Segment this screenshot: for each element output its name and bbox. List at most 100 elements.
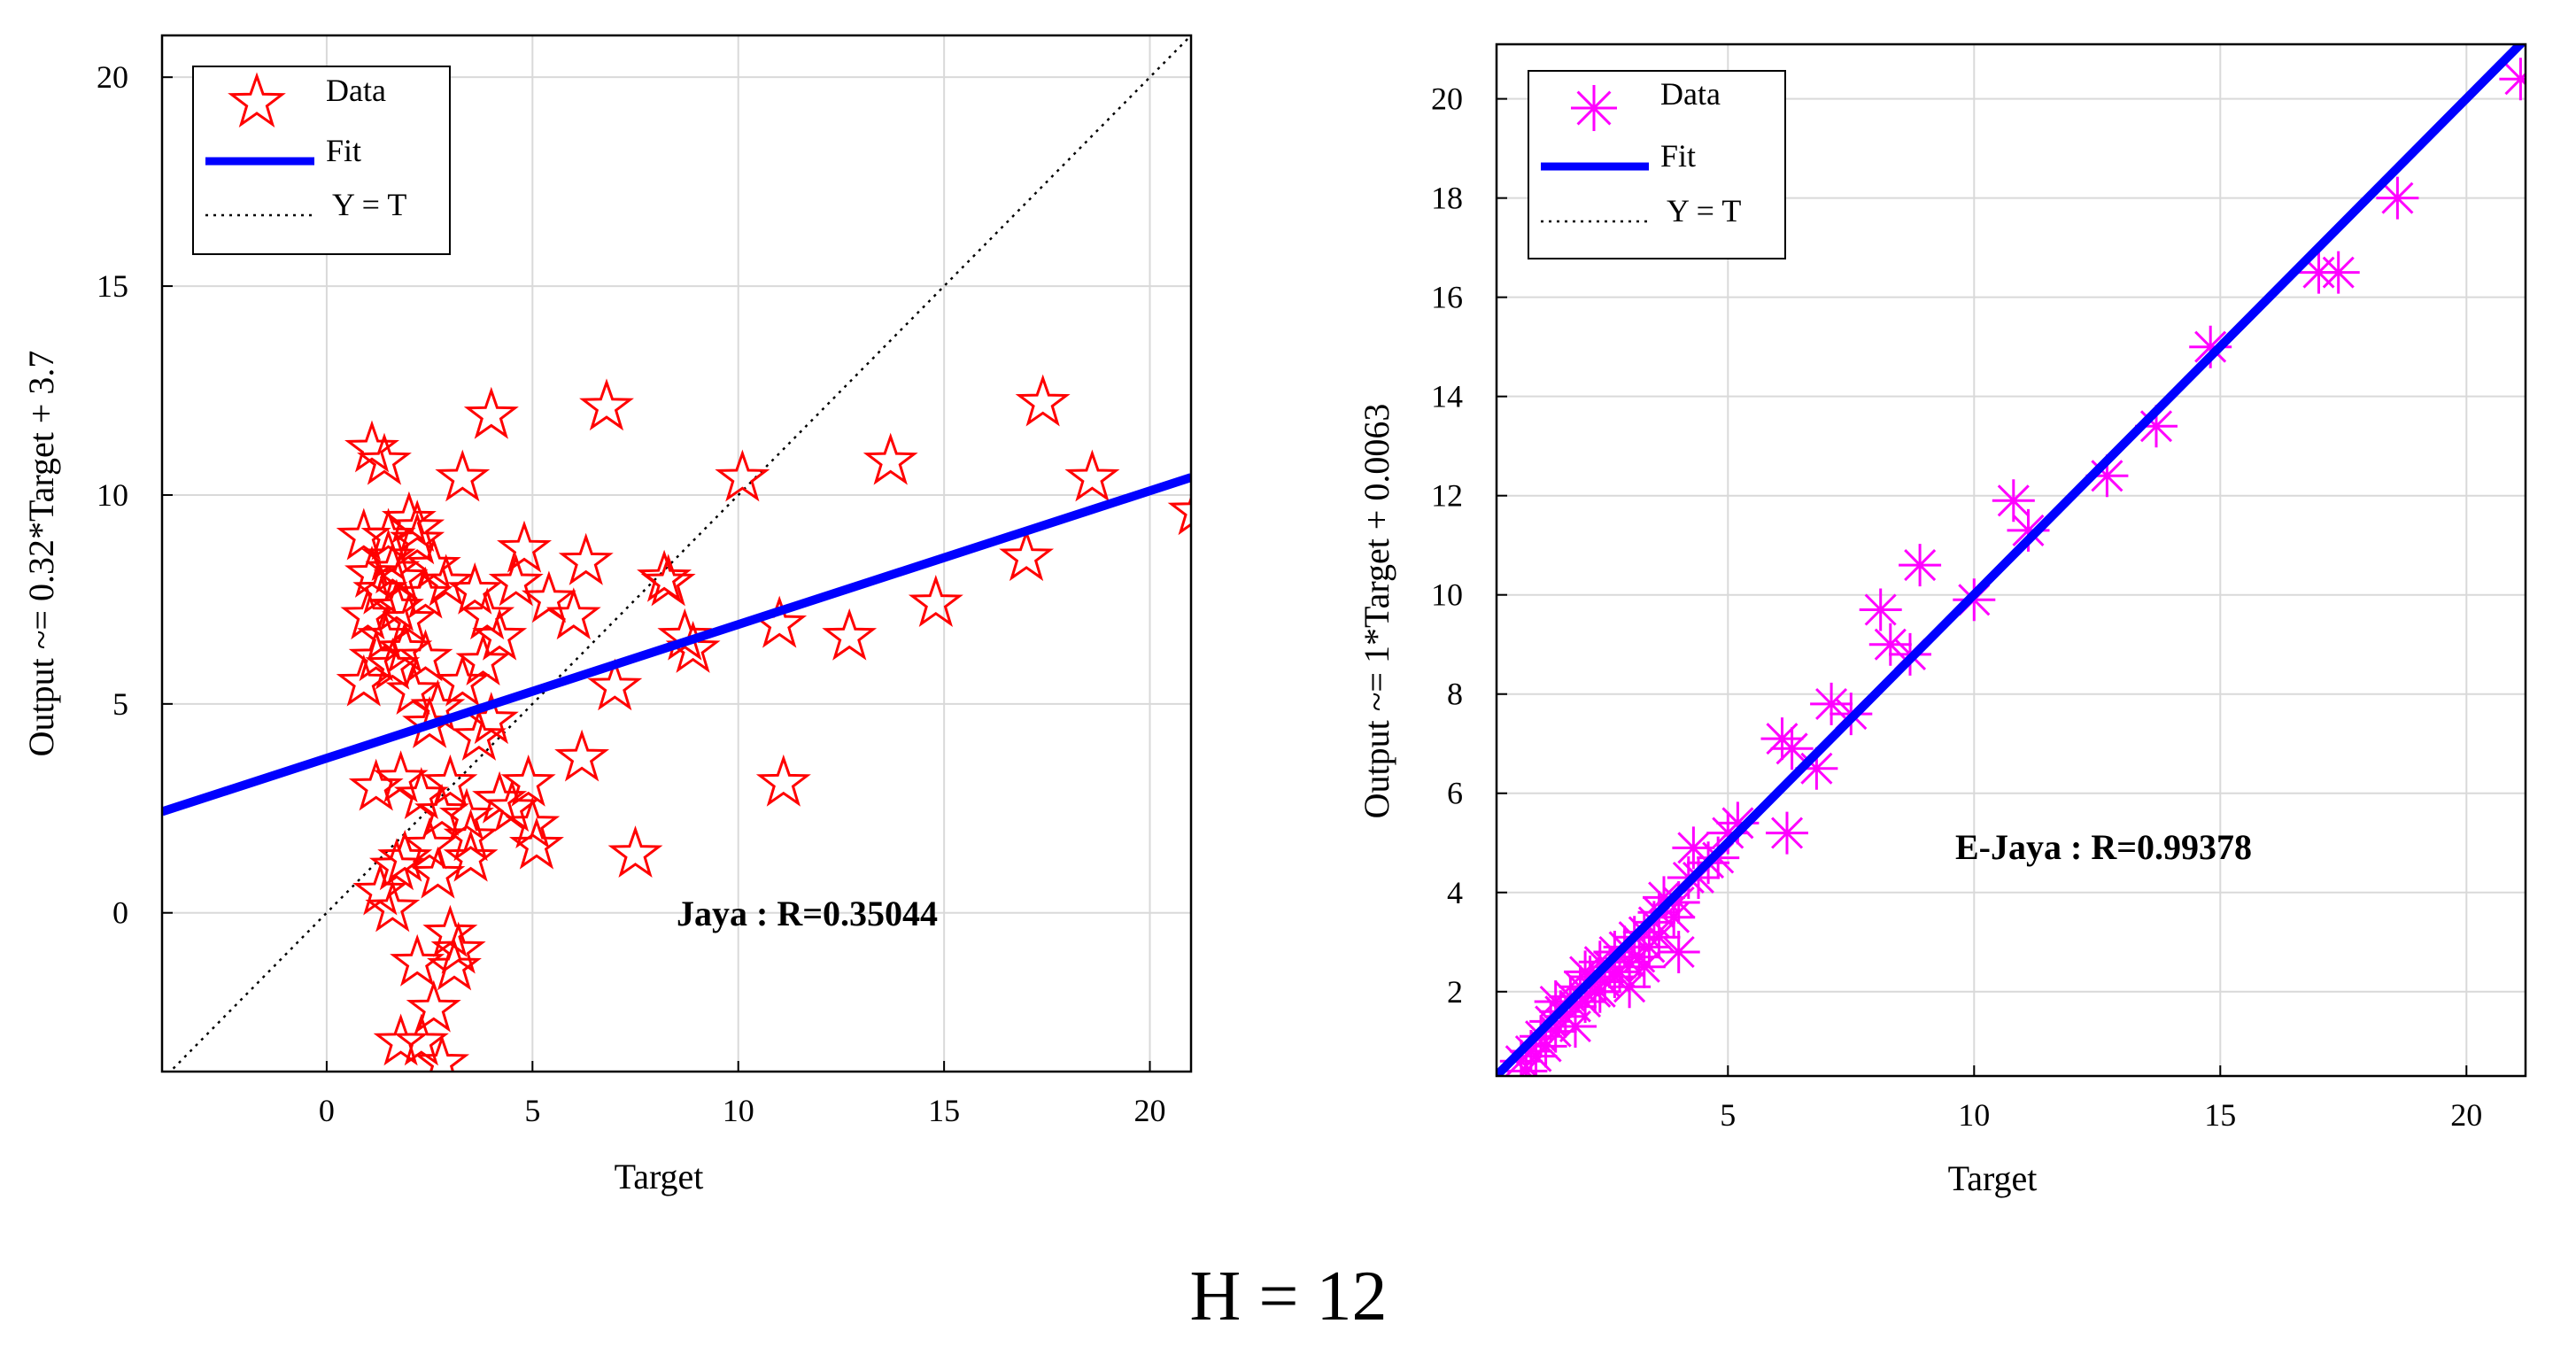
- data-point-star: [822, 608, 878, 661]
- data-point-star: [348, 758, 404, 811]
- jaya-r-annotation: Jaya : R=0.35044: [677, 894, 938, 933]
- e-jaya-grid: [1497, 44, 2526, 1076]
- data-point-star: [365, 541, 421, 594]
- data-point-star: [505, 796, 561, 848]
- data-point-star: [340, 587, 396, 640]
- jaya-legend-fit: Fit: [326, 133, 361, 168]
- data-point-star: [377, 829, 433, 882]
- jaya-y-axis-label: Output ~= 0.32*Target + 3.7: [21, 351, 61, 757]
- jaya-x-tick-labels: 0 5 10 15 20: [319, 1093, 1166, 1128]
- data-point-star: [438, 787, 494, 840]
- data-point-asterisk: [2135, 405, 2178, 448]
- data-point-star: [657, 608, 713, 661]
- data-point-asterisk: [1810, 682, 1853, 725]
- data-point-star: [908, 575, 963, 628]
- y-tick-label: 8: [1447, 677, 1463, 712]
- y-tick-label: 20: [97, 59, 128, 95]
- data-point-star: [348, 629, 404, 682]
- data-point-star: [390, 512, 445, 565]
- e-jaya-legend: Data Fit Y = T: [1528, 70, 1786, 259]
- data-point-asterisk: [1505, 1049, 1548, 1076]
- data-point-star: [422, 904, 478, 957]
- x-tick-label: 0: [319, 1093, 335, 1128]
- data-point-asterisk: [2297, 251, 2340, 294]
- data-point-star: [443, 829, 499, 882]
- data-point-asterisk: [1643, 876, 1685, 919]
- data-point-asterisk: [1868, 623, 1912, 666]
- legend-asterisk-icon: [1571, 85, 1617, 131]
- data-point-star: [607, 825, 663, 878]
- data-point-star: [352, 863, 408, 916]
- data-point-star: [435, 654, 491, 707]
- data-point-star: [1015, 374, 1071, 427]
- data-point-asterisk: [1564, 950, 1607, 994]
- data-point-asterisk: [1657, 931, 1700, 973]
- data-point-star: [398, 629, 453, 682]
- x-tick-label: 15: [928, 1093, 960, 1128]
- y-tick-label: 5: [112, 686, 128, 722]
- y-tick-label: 20: [1431, 81, 1463, 117]
- data-point-star: [368, 838, 424, 891]
- chart-jaya: 0 5 10 15 20 0 5 10 15 20 Target Output ~= 0.32*…: [21, 34, 1193, 1196]
- data-point-star: [1064, 449, 1120, 502]
- data-point-asterisk: [1657, 881, 1700, 924]
- data-point-asterisk: [1992, 479, 2035, 523]
- data-point-star: [410, 846, 466, 899]
- data-point-asterisk: [1795, 747, 1838, 790]
- data-point-star: [488, 554, 544, 607]
- y-tick-label: 10: [1431, 577, 1463, 613]
- data-point-asterisk: [2499, 58, 2526, 101]
- data-point-star: [500, 754, 556, 807]
- data-point-asterisk: [2376, 176, 2419, 220]
- y-tick-label: 12: [1431, 478, 1463, 514]
- data-point-star: [863, 432, 918, 485]
- data-point-asterisk: [1618, 935, 1661, 979]
- y-tick-label: 15: [97, 268, 128, 304]
- data-point-asterisk: [2085, 454, 2129, 498]
- data-point-star: [414, 1034, 470, 1072]
- legend-star-icon: [228, 72, 286, 128]
- data-point-star: [455, 633, 511, 685]
- x-tick-label: 10: [723, 1093, 754, 1128]
- jaya-legend-star-marker: [228, 72, 286, 128]
- y-tick-label: 4: [1447, 875, 1463, 910]
- jaya-data-points: [336, 374, 1191, 1072]
- data-point-asterisk: [2189, 325, 2232, 368]
- data-point-star: [373, 1013, 429, 1066]
- jaya-x-axis-label: Target: [615, 1157, 704, 1196]
- jaya-fit-line: [162, 473, 1191, 817]
- x-tick-label: 5: [524, 1093, 540, 1128]
- e-jaya-legend-data: Data: [1660, 76, 1721, 112]
- data-point-star: [402, 817, 458, 870]
- e-jaya-y-tick-labels: 2 4 6 8 10 12 14 16 18 20: [1431, 81, 1463, 1010]
- data-point-asterisk: [1706, 811, 1750, 855]
- jaya-y-tick-labels: 0 5 10 15 20: [97, 59, 128, 931]
- e-jaya-legend-asterisk-marker: [1571, 85, 1617, 131]
- x-tick-label: 5: [1720, 1097, 1736, 1133]
- e-jaya-data-points: [1499, 58, 2526, 1076]
- data-point-star: [336, 654, 391, 707]
- data-point-star: [373, 750, 429, 803]
- data-point-asterisk: [1593, 956, 1636, 998]
- data-point-star: [422, 754, 478, 807]
- y-tick-label: 2: [1447, 974, 1463, 1010]
- data-point-star: [390, 933, 445, 987]
- data-point-star: [999, 529, 1055, 582]
- data-point-asterisk: [1554, 1005, 1597, 1048]
- data-point-star: [393, 1013, 449, 1066]
- data-point-asterisk: [1499, 1040, 1543, 1076]
- jaya-axes-frame: [160, 34, 1193, 1073]
- data-point-star: [579, 378, 634, 431]
- x-tick-label: 10: [1958, 1097, 1990, 1133]
- y-tick-label: 14: [1431, 379, 1463, 414]
- e-jaya-axes-frame: [1495, 43, 2527, 1078]
- data-point-star: [381, 591, 437, 644]
- e-jaya-legend-fit: Fit: [1660, 138, 1696, 174]
- data-point-asterisk: [1622, 945, 1666, 988]
- data-point-asterisk: [1534, 980, 1577, 1023]
- e-jaya-x-tick-labels: 5 10 15 20: [1720, 1097, 2482, 1133]
- data-point-star: [398, 566, 453, 619]
- jaya-legend-data: Data: [326, 73, 386, 108]
- figure-caption: H = 12: [1190, 1258, 1388, 1335]
